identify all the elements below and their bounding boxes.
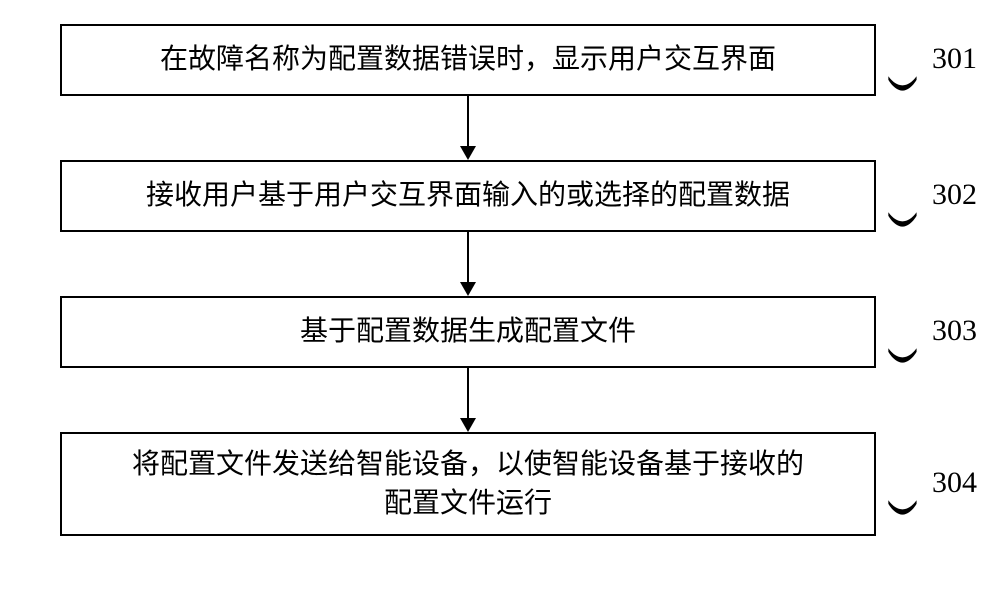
arrow-3-4: [468, 368, 469, 432]
flow-step-2-line1: 接收用户基于用户交互界面输入的或选择的配置数据: [146, 176, 790, 215]
brace-1: ⏝: [888, 14, 917, 89]
flow-step-4-label: 304: [932, 466, 977, 500]
flow-step-2: 接收用户基于用户交互界面输入的或选择的配置数据: [60, 160, 876, 232]
flow-step-4: 将配置文件发送给智能设备，以使智能设备基于接收的 配置文件运行: [60, 432, 876, 536]
arrow-2-3: [468, 232, 469, 296]
brace-3: ⏝: [888, 286, 917, 361]
flow-step-3-label: 303: [932, 314, 977, 348]
brace-2: ⏝: [888, 150, 917, 225]
flow-step-1-label: 301: [932, 42, 977, 76]
arrow-1-2: [468, 96, 469, 160]
brace-4: ⏝: [888, 438, 917, 513]
flow-step-4-line1: 将配置文件发送给智能设备，以使智能设备基于接收的: [132, 445, 804, 484]
flow-step-1-line1: 在故障名称为配置数据错误时，显示用户交互界面: [160, 40, 776, 79]
flow-step-2-label: 302: [932, 178, 977, 212]
flow-step-3-line1: 基于配置数据生成配置文件: [300, 312, 636, 351]
flow-step-3: 基于配置数据生成配置文件: [60, 296, 876, 368]
flowchart-canvas: 在故障名称为配置数据错误时，显示用户交互界面 ⏝ 301 接收用户基于用户交互界…: [0, 0, 1000, 594]
flow-step-1: 在故障名称为配置数据错误时，显示用户交互界面: [60, 24, 876, 96]
flow-step-4-line2: 配置文件运行: [132, 484, 804, 523]
